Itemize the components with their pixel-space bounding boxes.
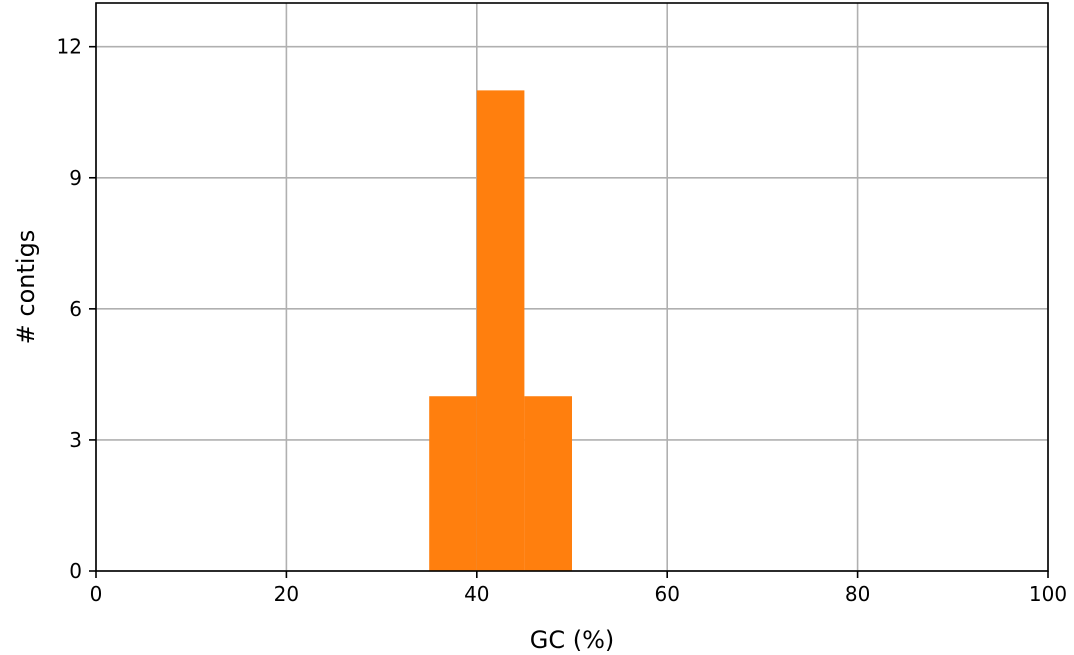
bars (429, 90, 572, 571)
x-tick-label: 60 (654, 582, 679, 606)
y-axis-label: # contigs (12, 230, 40, 345)
histogram-bar (524, 396, 572, 571)
axis-ticks: 0 20 40 60 80 100 0 3 6 9 12 (57, 35, 1068, 606)
x-tick-label: 40 (464, 582, 489, 606)
y-tick-label: 9 (69, 166, 82, 190)
y-tick-label: 3 (69, 428, 82, 452)
y-tick-label: 12 (57, 35, 82, 59)
histogram-bar (429, 396, 477, 571)
plot-frame (95, 2, 1049, 572)
x-tick-label: 20 (274, 582, 299, 606)
y-tick-label: 6 (69, 297, 82, 321)
histogram-bar (476, 90, 525, 571)
y-tick-label: 0 (69, 559, 82, 583)
x-tick-label: 100 (1029, 582, 1067, 606)
x-axis-label: GC (%) (530, 626, 615, 654)
x-tick-label: 0 (90, 582, 103, 606)
x-tick-label: 80 (845, 582, 870, 606)
